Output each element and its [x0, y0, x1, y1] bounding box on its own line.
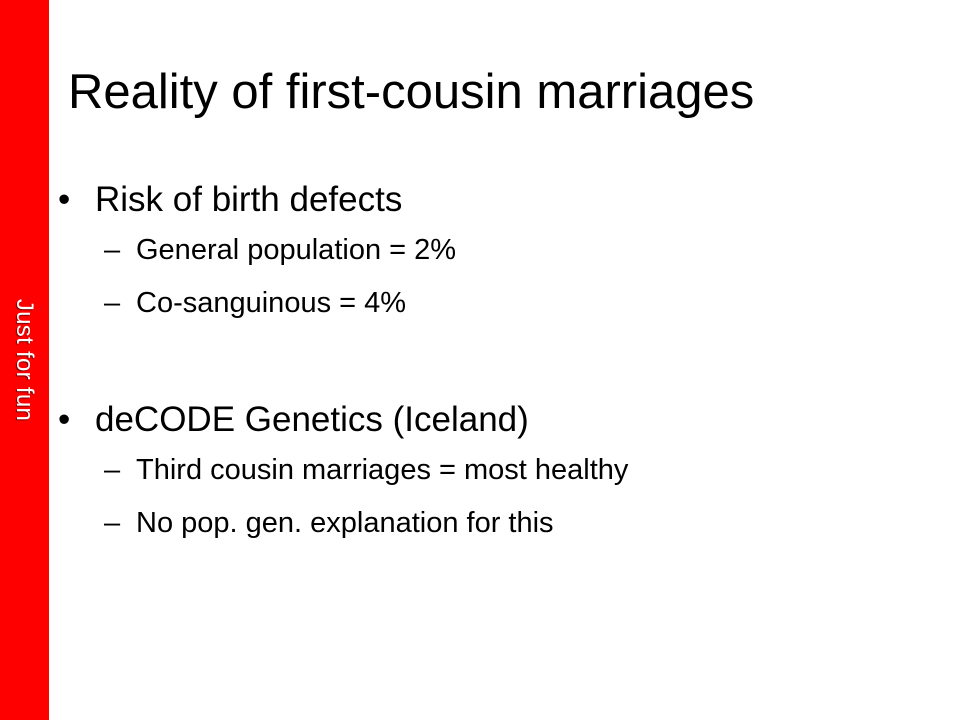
bullet-marker: •: [58, 400, 71, 439]
sub-item: – No pop. gen. explanation for this: [104, 497, 938, 550]
sub-marker: –: [104, 507, 121, 539]
side-label: Just for fun: [11, 298, 38, 422]
sub-item: – Co-sanguinous = 4%: [104, 277, 938, 330]
side-band: Just for fun: [0, 0, 49, 720]
slide-content: • Risk of birth defects – General popula…: [58, 176, 938, 550]
bullet-text: deCODE Genetics (Iceland): [95, 400, 529, 439]
sub-text: Third cousin marriages = most healthy: [136, 454, 629, 486]
slide-title: Reality of first-cousin marriages: [68, 65, 755, 119]
sub-text: No pop. gen. explanation for this: [136, 507, 554, 539]
bullet-item: • Risk of birth defects: [58, 176, 938, 224]
sub-item: – General population = 2%: [104, 224, 938, 277]
sub-item: – Third cousin marriages = most healthy: [104, 444, 938, 497]
bullet-item: • deCODE Genetics (Iceland): [58, 396, 938, 444]
spacer: [58, 330, 938, 396]
bullet-text: Risk of birth defects: [95, 180, 403, 219]
sub-text: General population = 2%: [136, 234, 457, 266]
sub-marker: –: [104, 454, 121, 486]
sub-marker: –: [104, 287, 121, 319]
bullet-marker: •: [58, 180, 71, 219]
sub-text: Co-sanguinous = 4%: [136, 287, 407, 319]
sub-marker: –: [104, 234, 121, 266]
